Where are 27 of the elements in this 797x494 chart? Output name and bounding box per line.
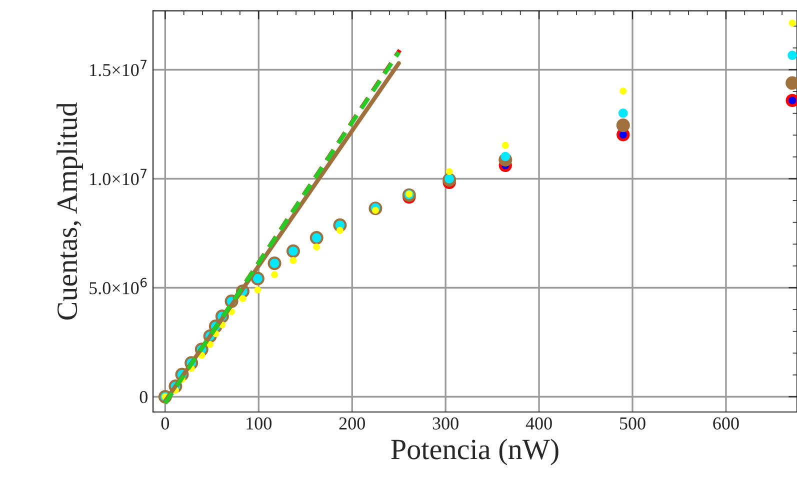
point (336, 226, 344, 234)
point (254, 286, 262, 294)
x-tick-label: 100 (246, 417, 272, 430)
x-tick-label: 600 (713, 417, 739, 430)
y-tick-label: 5.0×10$^{6}$ (90, 278, 147, 294)
y-tick-label: 1.5×10$^{7}$ (90, 60, 147, 76)
x-tick-label: 0 (161, 417, 169, 430)
point (206, 340, 214, 348)
x-tick-label: 300 (432, 417, 458, 430)
x-tick-label: 200 (339, 417, 365, 430)
point (239, 295, 246, 302)
x-axis-title: Potencia (nW) (391, 438, 558, 466)
y-axis-title: Cuentas, Amplitud (56, 102, 84, 320)
point (618, 108, 628, 118)
point (620, 88, 627, 95)
x-tick-label: 500 (620, 417, 646, 430)
point (616, 118, 630, 132)
point (788, 20, 796, 27)
point (502, 142, 509, 149)
point (446, 168, 453, 176)
y-tick-label: 0 (140, 390, 148, 404)
y-tick-label: 1.0×10$^{7}$ (90, 168, 147, 186)
point (313, 243, 320, 250)
point (788, 50, 797, 60)
x-tick-label: 400 (526, 417, 552, 430)
point (290, 257, 297, 264)
point (271, 271, 278, 278)
